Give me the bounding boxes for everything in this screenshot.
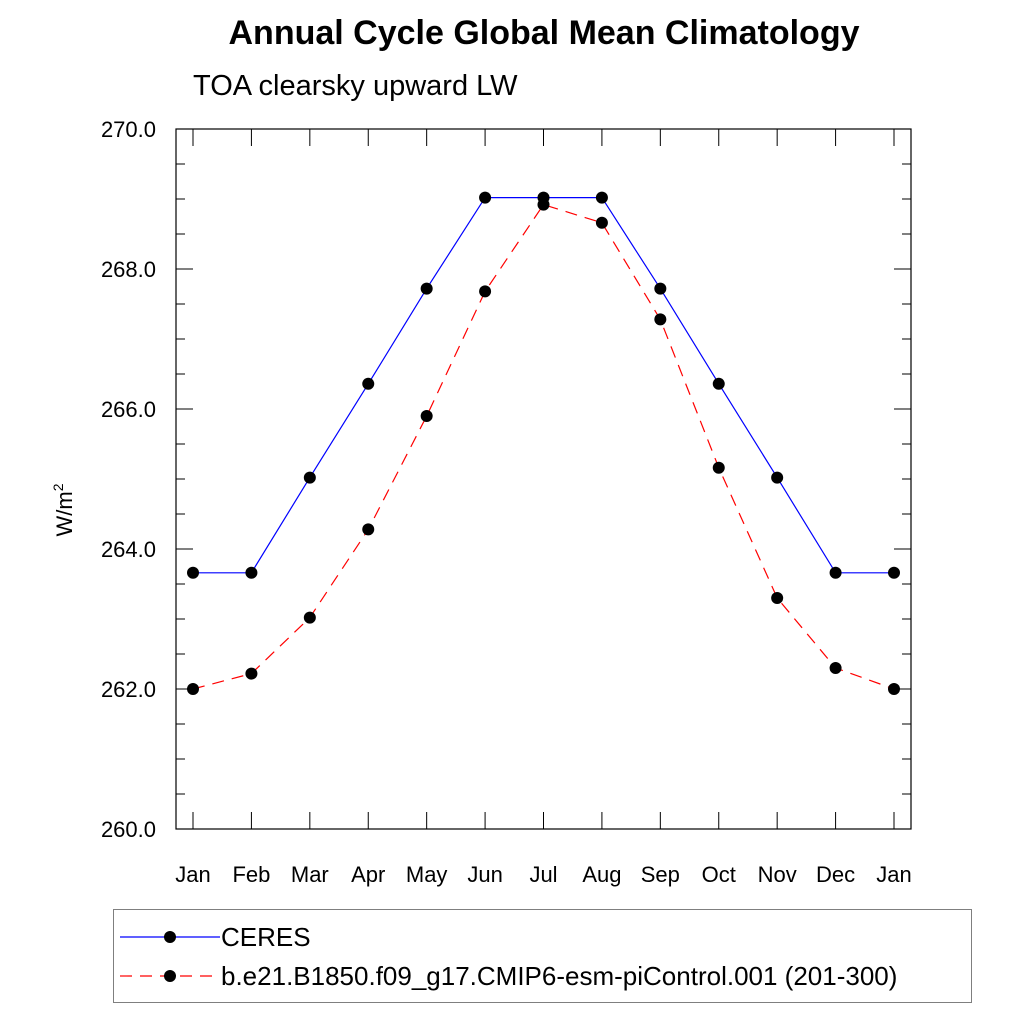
series-1-point (420, 410, 433, 422)
x-tick-label: Jan (175, 862, 210, 887)
series-0-point (420, 282, 433, 295)
y-axis-label: W/m2 (50, 483, 77, 536)
x-tick-label: Mar (291, 862, 329, 887)
y-tick-label: 266.0 (101, 397, 156, 422)
series-1-point (654, 313, 667, 326)
series-layer (187, 191, 900, 695)
series-0-point (479, 191, 492, 204)
series-1-point (303, 611, 316, 624)
x-tick-label: Apr (351, 862, 385, 887)
y-tick-label: 262.0 (101, 677, 156, 702)
series-line-0 (193, 197, 894, 574)
chart-subtitle: TOA clearsky upward LW (193, 70, 518, 102)
series-1-point (595, 216, 608, 229)
series-0-point (187, 566, 199, 579)
x-tick-label: Jan (876, 862, 911, 887)
series-1-point (537, 198, 550, 211)
series-0-point (303, 471, 316, 484)
legend-markers (120, 931, 220, 982)
x-tick-label: Nov (758, 862, 797, 887)
legend-marker-model (164, 970, 176, 982)
x-tick-label: Dec (816, 862, 855, 887)
x-tick-label: Aug (582, 862, 621, 887)
series-1-point (888, 683, 900, 695)
legend-label-model: b.e21.B1850.f09_g17.CMIP6-esm-piControl.… (221, 961, 898, 991)
legend: CERES b.e21.B1850.f09_g17.CMIP6-esm-piCo… (113, 909, 972, 1003)
y-tick-label: 270.0 (101, 117, 156, 142)
series-0-point (595, 191, 608, 204)
x-tick-label: Oct (702, 862, 736, 887)
y-tick-label: 264.0 (101, 537, 156, 562)
series-0-point (362, 377, 375, 390)
legend-marker-ceres (164, 931, 176, 943)
y-tick-label: 268.0 (101, 257, 156, 282)
y-tick-label: 260.0 (101, 817, 156, 842)
series-0-point (771, 471, 784, 484)
series-1-point (712, 461, 725, 474)
x-tick-label: Feb (232, 862, 270, 887)
x-tick-label: Jun (467, 862, 502, 887)
plot-frame (175, 128, 912, 830)
x-tick-label: Sep (641, 862, 680, 887)
series-0-point (654, 282, 667, 295)
series-1-point (771, 592, 784, 604)
series-1-point (829, 662, 842, 674)
x-tick-label: Jul (529, 862, 557, 887)
series-0-point (888, 566, 900, 579)
series-0-point (712, 377, 725, 390)
series-0-point (245, 566, 258, 579)
legend-label-ceres: CERES (221, 922, 311, 952)
series-1-point (362, 523, 375, 536)
axes: 260.0 262.0 264.0 266.0 268.0 270.0 Jan Feb Mar A… (101, 117, 912, 887)
series-1-point (187, 683, 199, 695)
series-1-point (479, 285, 492, 298)
series-1-point (245, 667, 258, 680)
chart-title: Annual Cycle Global Mean Climatology (228, 14, 860, 52)
x-tick-label: May (406, 862, 448, 887)
series-line-1 (192, 203, 895, 690)
series-0-point (829, 566, 842, 579)
